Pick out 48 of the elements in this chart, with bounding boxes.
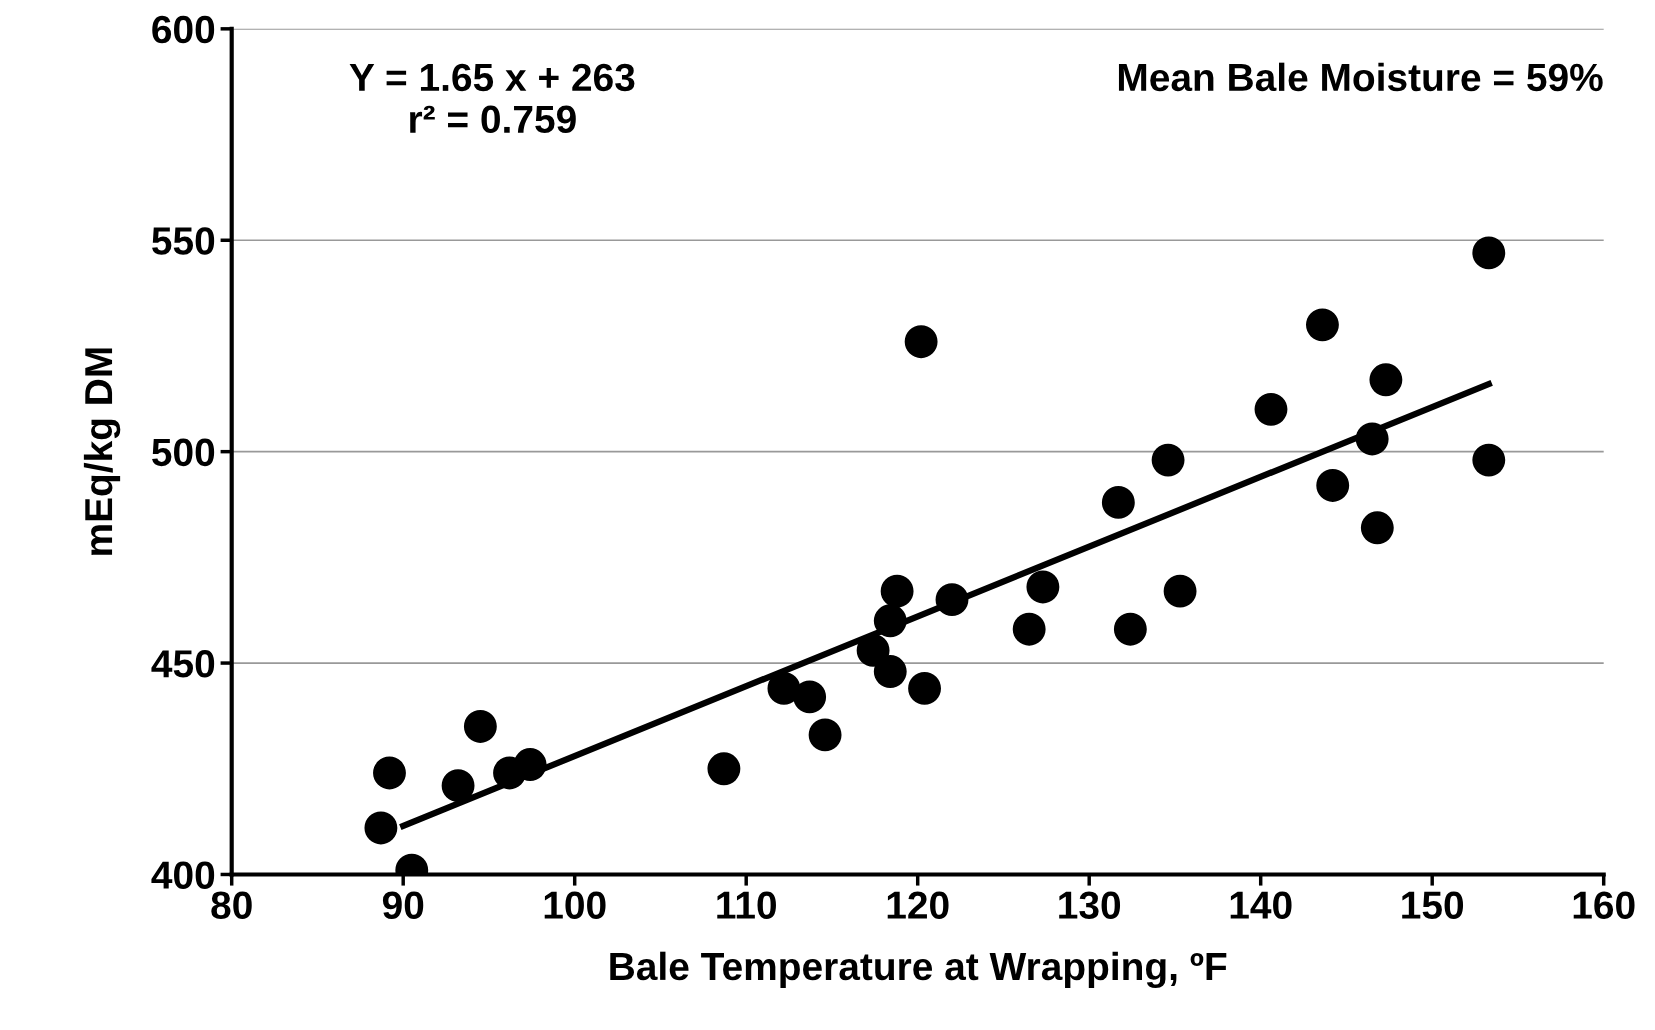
y-tick-label: 600 (152, 15, 215, 44)
point (904, 325, 938, 359)
annotation: Y = 1.65 x + 263 r² = 0.759 (349, 63, 635, 134)
point (364, 811, 398, 845)
point (463, 710, 497, 743)
y-tick-label: 550 (152, 227, 215, 255)
x-tick-label: 150 (1402, 891, 1464, 920)
x-tick-label: 130 (1059, 891, 1121, 920)
point (1101, 485, 1135, 519)
point (1151, 443, 1185, 477)
point (513, 748, 547, 781)
x-tick-label: 80 (211, 891, 252, 920)
point (767, 672, 801, 705)
point (1113, 612, 1147, 646)
x-tick-label: 100 (544, 891, 606, 920)
point (935, 583, 969, 617)
point (808, 718, 842, 752)
point (908, 672, 941, 705)
y-tick-label: 450 (151, 650, 215, 678)
point (793, 680, 827, 714)
x-tick-label: 90 (382, 891, 424, 920)
point (856, 633, 890, 667)
point (1355, 422, 1389, 456)
point (1316, 469, 1350, 502)
point (1163, 574, 1197, 608)
x-tick-label: 160 (1573, 891, 1635, 920)
point (373, 756, 406, 790)
point (1026, 570, 1060, 604)
point (1360, 511, 1394, 545)
point (1012, 612, 1046, 646)
y-tick-label: 500 (152, 438, 215, 467)
x-tick-label: 140 (1230, 891, 1292, 920)
point (873, 604, 907, 638)
x-axis-title: Bale Temperature at Wrapping, ºF (610, 951, 1227, 989)
annotation: Mean Bale Moisture = 59% (1118, 62, 1603, 92)
point (441, 769, 475, 803)
y-tick-label: 400 (151, 861, 215, 889)
point (873, 655, 907, 688)
point (1369, 363, 1403, 397)
point (880, 574, 914, 608)
x-tick-label: 110 (717, 891, 776, 920)
point (1472, 443, 1506, 477)
x-tick-label: 120 (887, 891, 949, 920)
y-axis-title: mEq/kg DM (83, 348, 121, 555)
point (1254, 392, 1288, 426)
point (1306, 308, 1339, 342)
point (1472, 236, 1506, 270)
point (707, 752, 741, 786)
